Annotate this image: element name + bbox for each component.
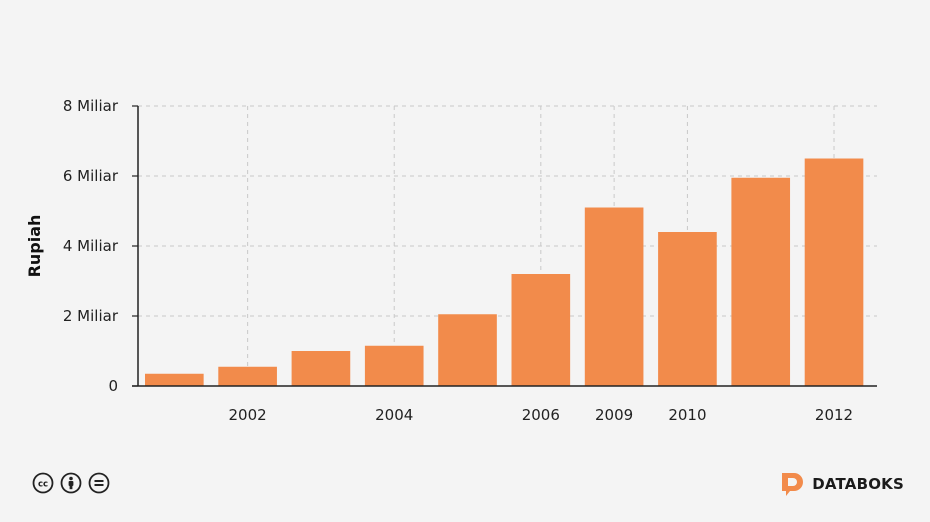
y-axis-title: Rupiah	[25, 215, 44, 278]
bar	[145, 373, 204, 386]
bar	[584, 207, 644, 386]
y-tick-label: 2 Miliar	[63, 307, 119, 325]
cc-icon: cc	[32, 472, 54, 494]
bar	[438, 314, 497, 386]
license-icons: cc	[32, 472, 110, 494]
x-tick-label: 2009	[595, 406, 633, 424]
x-tick-label: 2012	[815, 406, 853, 424]
y-tick-label: 6 Miliar	[63, 167, 119, 185]
databoks-brand: DATABOKS	[780, 471, 904, 497]
bar	[511, 274, 571, 386]
bar	[804, 158, 864, 386]
nd-icon	[88, 472, 110, 494]
bars	[145, 158, 864, 386]
x-tick-label: 2004	[375, 406, 413, 424]
bar	[658, 232, 717, 386]
x-tick-label: 2006	[522, 406, 560, 424]
bar	[218, 366, 277, 386]
x-axis: 2002 2004 2006 2009 2010 2012	[132, 385, 877, 424]
by-icon	[60, 472, 82, 494]
bar	[364, 345, 424, 386]
x-tick-label: 2002	[229, 406, 267, 424]
brand-name: DATABOKS	[812, 475, 904, 493]
y-tick-label: 0	[108, 377, 118, 395]
y-tick-label: 8 Miliar	[63, 97, 119, 115]
y-axis: 0 2 Miliar 4 Miliar 6 Miliar 8 Miliar	[63, 97, 139, 395]
x-tick-label: 2010	[668, 406, 706, 424]
bar	[731, 177, 791, 386]
databoks-logo-icon	[782, 473, 804, 496]
svg-text:cc: cc	[38, 480, 48, 490]
bar	[291, 351, 351, 386]
y-tick-label: 4 Miliar	[63, 237, 119, 255]
